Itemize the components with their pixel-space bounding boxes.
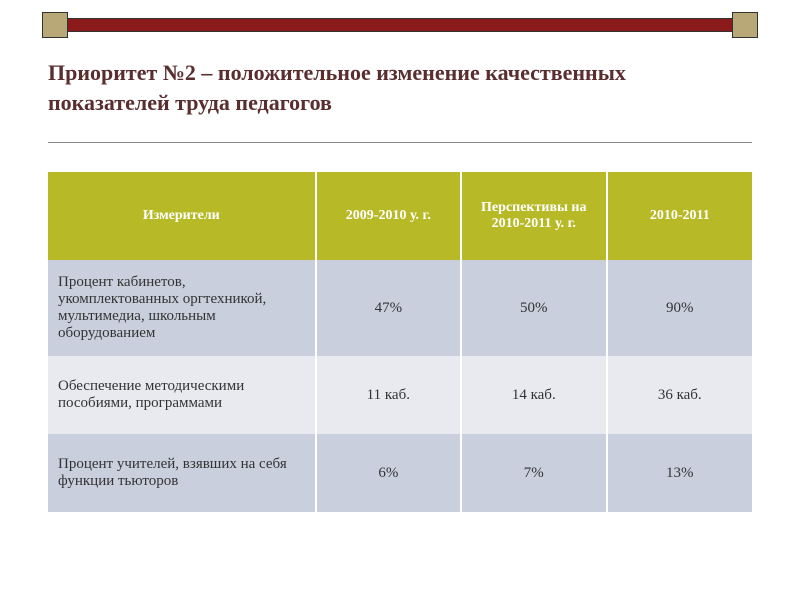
col-header-measure: Измерители bbox=[48, 172, 316, 260]
table-row: Процент кабинетов, укомплектованных оргт… bbox=[48, 260, 752, 356]
row-value: 14 каб. bbox=[461, 356, 606, 434]
table-header-row: Измерители 2009-2010 у. г. Перспективы н… bbox=[48, 172, 752, 260]
row-value: 6% bbox=[316, 434, 461, 512]
table-row: Процент учителей, взявших на себя функци… bbox=[48, 434, 752, 512]
decorative-square-left bbox=[42, 12, 68, 38]
metrics-table: Измерители 2009-2010 у. г. Перспективы н… bbox=[48, 172, 752, 512]
col-header-2010: 2010-2011 bbox=[607, 172, 752, 260]
decorative-top-border bbox=[48, 18, 752, 36]
row-value: 50% bbox=[461, 260, 606, 356]
table-row: Обеспечение методическими пособиями, про… bbox=[48, 356, 752, 434]
decorative-bar bbox=[48, 18, 752, 32]
row-value: 11 каб. bbox=[316, 356, 461, 434]
row-label: Процент кабинетов, укомплектованных оргт… bbox=[48, 260, 316, 356]
divider-line bbox=[48, 142, 752, 143]
row-value: 7% bbox=[461, 434, 606, 512]
page-title: Приоритет №2 – положительное изменение к… bbox=[48, 58, 752, 117]
col-header-perspective: Перспективы на 2010-2011 у. г. bbox=[461, 172, 606, 260]
row-label: Процент учителей, взявших на себя функци… bbox=[48, 434, 316, 512]
row-label: Обеспечение методическими пособиями, про… bbox=[48, 356, 316, 434]
row-value: 47% bbox=[316, 260, 461, 356]
decorative-square-right bbox=[732, 12, 758, 38]
row-value: 36 каб. bbox=[607, 356, 752, 434]
row-value: 13% bbox=[607, 434, 752, 512]
row-value: 90% bbox=[607, 260, 752, 356]
col-header-2009: 2009-2010 у. г. bbox=[316, 172, 461, 260]
